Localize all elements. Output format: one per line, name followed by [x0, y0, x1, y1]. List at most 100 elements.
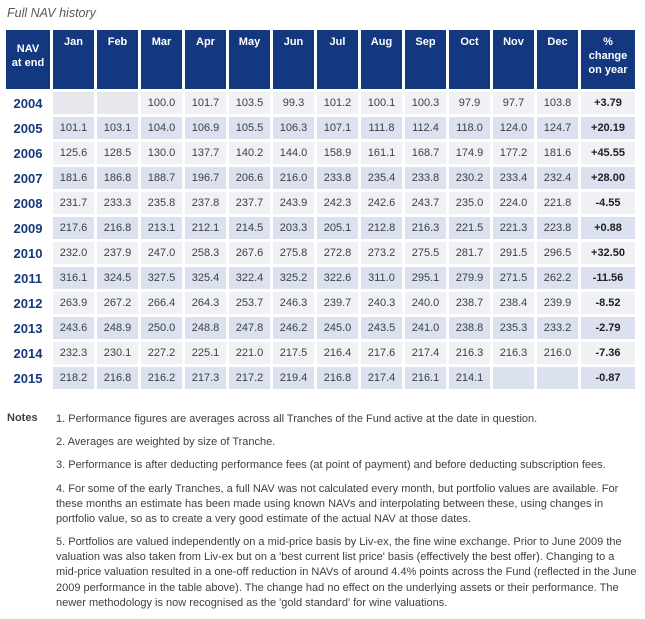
nav-value-cell: 125.6 [53, 142, 94, 164]
nav-value-cell: 325.2 [273, 267, 314, 289]
nav-value-cell: 324.5 [97, 267, 138, 289]
month-header-jul: Jul [317, 30, 358, 89]
nav-value-cell: 217.2 [229, 367, 270, 389]
nav-value-cell: 216.3 [493, 342, 534, 364]
nav-value-cell: 233.4 [493, 167, 534, 189]
note-item-2: 2. Averages are weighted by size of Tran… [56, 436, 276, 449]
nav-value-cell: 240.0 [405, 292, 446, 314]
nav-value-cell: 311.0 [361, 267, 402, 289]
nav-value-cell: 243.9 [273, 192, 314, 214]
nav-value-cell: 100.0 [141, 92, 182, 114]
nav-value-cell: 161.1 [361, 142, 402, 164]
nav-value-cell: 103.8 [537, 92, 578, 114]
nav-value-cell: 212.8 [361, 217, 402, 239]
nav-value-cell: 216.0 [537, 342, 578, 364]
nav-value-cell: 111.8 [361, 117, 402, 139]
nav-value-cell: 186.8 [97, 167, 138, 189]
nav-value-cell: 104.0 [141, 117, 182, 139]
nav-value-cell: 103.5 [229, 92, 270, 114]
nav-value-cell: 266.4 [141, 292, 182, 314]
nav-value-cell: 216.2 [141, 367, 182, 389]
page-title: Full NAV history [7, 6, 96, 20]
nav-value-cell: 291.5 [493, 242, 534, 264]
nav-value-cell: 245.0 [317, 317, 358, 339]
nav-value-cell: 230.2 [449, 167, 490, 189]
nav-value-cell: 233.2 [537, 317, 578, 339]
nav-value-cell: 118.0 [449, 117, 490, 139]
note-item-5: 5. Portfolios are valued independently o… [56, 536, 637, 609]
nav-value-cell: 124.7 [537, 117, 578, 139]
pct-change-cell: +0.88 [581, 217, 635, 239]
nav-value-cell: 205.1 [317, 217, 358, 239]
nav-value-cell: 101.2 [317, 92, 358, 114]
nav-value-cell: 219.4 [273, 367, 314, 389]
nav-value-cell: 174.9 [449, 142, 490, 164]
nav-value-cell: 217.6 [361, 342, 402, 364]
nav-value-cell: 217.5 [273, 342, 314, 364]
nav-value-cell: 296.5 [537, 242, 578, 264]
table-row-2009: 2009 217.6 216.8 213.1 212.1 214.5 203.3 205.1 2… [6, 217, 635, 239]
nav-value-cell: 217.6 [53, 217, 94, 239]
pct-change-cell: +45.55 [581, 142, 635, 164]
nav-value-cell: 233.8 [405, 167, 446, 189]
nav-value-cell: 235.8 [141, 192, 182, 214]
month-header-jun: Jun [273, 30, 314, 89]
nav-value-cell: 246.2 [273, 317, 314, 339]
table-row-2011: 2011 316.1 324.5 327.5 325.4 322.4 325.2 322.6 3… [6, 267, 635, 289]
nav-value-cell: 325.4 [185, 267, 226, 289]
note-item-3: 3. Performance is after deducting perfor… [56, 459, 606, 472]
nav-value-cell: 238.7 [449, 292, 490, 314]
nav-value-cell [493, 367, 534, 389]
nav-value-cell: 238.8 [449, 317, 490, 339]
nav-value-cell: 105.5 [229, 117, 270, 139]
year-cell: 2011 [6, 267, 50, 289]
nav-value-cell: 112.4 [405, 117, 446, 139]
nav-value-cell: 232.4 [537, 167, 578, 189]
pct-change-cell: +32.50 [581, 242, 635, 264]
nav-value-cell: 106.3 [273, 117, 314, 139]
nav-value-cell: 128.5 [97, 142, 138, 164]
nav-value-cell: 101.1 [53, 117, 94, 139]
nav-value-cell: 281.7 [449, 242, 490, 264]
year-cell: 2009 [6, 217, 50, 239]
month-header-sep: Sep [405, 30, 446, 89]
table-row-2005: 2005 101.1 103.1 104.0 106.9 105.5 106.3 107.1 1… [6, 117, 635, 139]
nav-value-cell: 322.4 [229, 267, 270, 289]
nav-value-cell: 217.3 [185, 367, 226, 389]
table-row-2008: 2008 231.7 233.3 235.8 237.8 237.7 243.9 242.3 2… [6, 192, 635, 214]
table-row-2013: 2013 243.6 248.9 250.0 248.8 247.8 246.2 245.0 2… [6, 317, 635, 339]
nav-value-cell: 223.8 [537, 217, 578, 239]
nav-value-cell: 233.3 [97, 192, 138, 214]
nav-value-cell: 177.2 [493, 142, 534, 164]
month-header-may: May [229, 30, 270, 89]
nav-value-cell: 227.2 [141, 342, 182, 364]
nav-value-cell: 248.8 [185, 317, 226, 339]
header-row: NAV at end Jan Feb Mar Apr May Jun Jul Aug Sep Oct… [6, 30, 635, 89]
nav-value-cell: 327.5 [141, 267, 182, 289]
pct-change-cell: -8.52 [581, 292, 635, 314]
month-header-oct: Oct [449, 30, 490, 89]
nav-value-cell: 262.2 [537, 267, 578, 289]
nav-value-cell: 140.2 [229, 142, 270, 164]
nav-value-cell: 107.1 [317, 117, 358, 139]
nav-value-cell: 247.8 [229, 317, 270, 339]
pct-change-cell: -2.79 [581, 317, 635, 339]
nav-value-cell: 240.3 [361, 292, 402, 314]
nav-value-cell: 238.4 [493, 292, 534, 314]
nav-value-cell: 181.6 [53, 167, 94, 189]
year-cell: 2005 [6, 117, 50, 139]
month-header-mar: Mar [141, 30, 182, 89]
nav-value-cell: 216.0 [273, 167, 314, 189]
nav-value-cell: 235.3 [493, 317, 534, 339]
table-header: NAV at end Jan Feb Mar Apr May Jun Jul Aug Sep Oct… [6, 30, 635, 89]
nav-value-cell: 247.0 [141, 242, 182, 264]
nav-value-cell: 258.3 [185, 242, 226, 264]
nav-value-cell: 221.3 [493, 217, 534, 239]
nav-value-cell: 203.3 [273, 217, 314, 239]
nav-value-cell: 217.4 [361, 367, 402, 389]
nav-value-cell: 124.0 [493, 117, 534, 139]
nav-value-cell: 101.7 [185, 92, 226, 114]
nav-value-cell: 97.7 [493, 92, 534, 114]
nav-value-cell: 216.8 [97, 217, 138, 239]
nav-value-cell: 144.0 [273, 142, 314, 164]
